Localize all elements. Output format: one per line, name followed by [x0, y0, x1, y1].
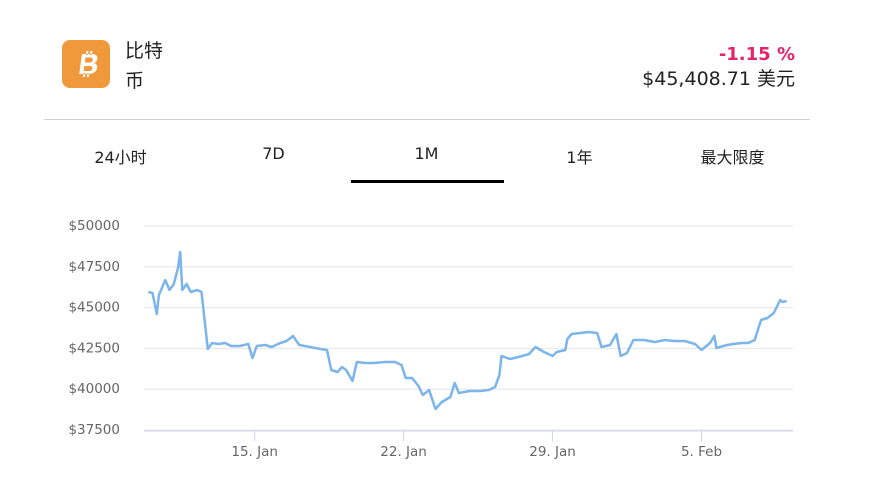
y-tick-label: $47500	[68, 259, 120, 275]
tab[interactable]: 1M	[414, 144, 439, 163]
tab[interactable]: 24小时	[94, 148, 147, 167]
y-tick-label: $42500	[68, 340, 120, 356]
coin-name: 比特币	[125, 40, 164, 92]
divider	[44, 119, 810, 120]
price-change: -1.15 %	[718, 44, 795, 65]
price: $45,408.71 美元	[642, 68, 795, 90]
x-tick-label: 5. Feb	[681, 444, 722, 460]
tab[interactable]: 最大限度	[700, 148, 765, 167]
y-tick-label: $40000	[68, 381, 120, 397]
x-tick-label: 22. Jan	[380, 444, 427, 460]
y-tick-label: $50000	[68, 218, 120, 234]
active-tab-indicator	[350, 180, 504, 183]
y-tick-label: $37500	[68, 422, 120, 438]
tab[interactable]: 7D	[262, 144, 285, 163]
tab[interactable]: 1年	[566, 148, 593, 167]
coin-icon	[62, 40, 110, 88]
x-tick-label: 15. Jan	[231, 444, 278, 460]
y-tick-label: $45000	[68, 300, 120, 316]
price-line	[148, 250, 787, 411]
x-tick-label: 29. Jan	[529, 444, 576, 460]
